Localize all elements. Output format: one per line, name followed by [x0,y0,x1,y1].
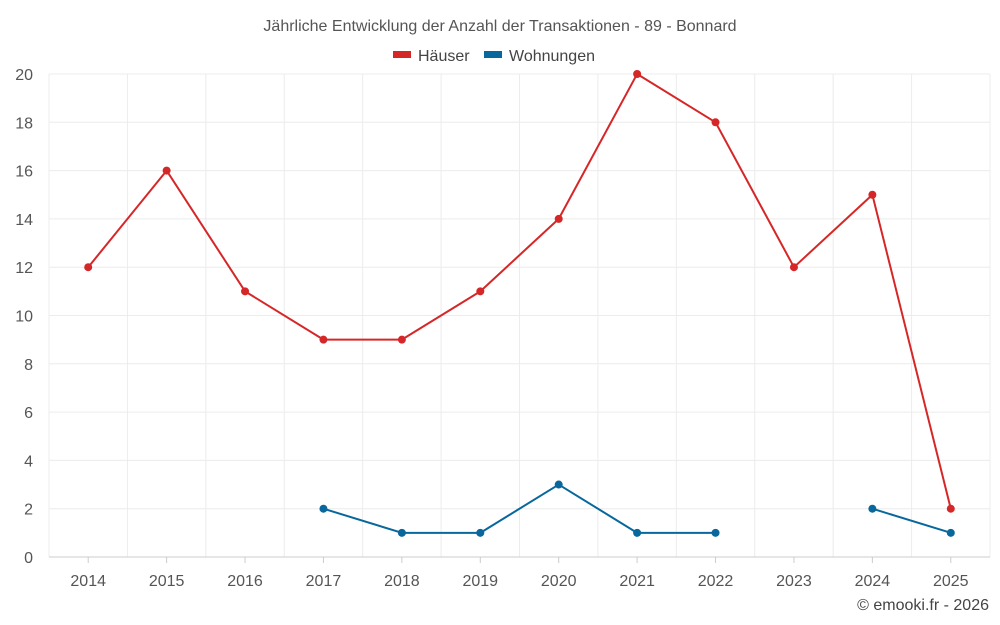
legend[interactable]: Häuser Wohnungen [393,48,595,65]
y-tick-label: 0 [24,550,33,567]
x-tick-label: 2024 [855,573,891,590]
axes: 0 2 4 6 8 10 12 14 16 18 20 2014 2015 2016 2017 2018 201… [15,67,990,590]
x-tick-label: 2016 [227,573,263,590]
x-tick-label: 2019 [462,573,498,590]
legend-swatch-haeuser [393,51,411,58]
y-tick-label: 20 [15,67,33,84]
data-point-haeuser[interactable] [319,335,328,344]
series [84,70,955,537]
x-tick-label: 2017 [306,573,342,590]
data-point-wohnungen[interactable] [554,480,563,489]
x-tick-label: 2022 [698,573,734,590]
y-tick-label: 2 [24,502,33,519]
series-line-wohnungen [323,483,716,534]
x-tick-label: 2025 [933,573,969,590]
data-point-wohnungen[interactable] [397,528,406,537]
data-point-wohnungen[interactable] [319,504,328,513]
series-line-haeuser [87,73,952,509]
x-tick-label: 2020 [541,573,577,590]
data-point-wohnungen[interactable] [476,528,485,537]
credit: © emooki.fr - 2026 [857,597,989,614]
y-tick-label: 10 [15,309,33,326]
data-point-haeuser[interactable] [84,263,93,272]
x-tick-label: 2023 [776,573,812,590]
data-point-wohnungen[interactable] [946,528,955,537]
data-point-wohnungen[interactable] [633,528,642,537]
data-point-haeuser[interactable] [946,504,955,513]
data-point-haeuser[interactable] [162,166,171,175]
y-tick-label: 16 [15,164,33,181]
y-tick-label: 12 [15,260,33,277]
data-point-wohnungen[interactable] [711,528,720,537]
y-tick-label: 14 [15,212,33,229]
data-point-haeuser[interactable] [711,118,720,127]
data-point-haeuser[interactable] [397,335,406,344]
data-point-haeuser[interactable] [554,214,563,223]
legend-swatch-wohnungen [484,51,502,58]
grid [48,73,991,557]
data-point-wohnungen[interactable] [868,504,877,513]
legend-label-wohnungen[interactable]: Wohnungen [509,48,595,65]
y-tick-label: 6 [24,405,33,422]
legend-label-haeuser[interactable]: Häuser [418,48,470,65]
x-tick-label: 2021 [619,573,655,590]
series-line-wohnungen [872,507,952,534]
data-point-haeuser[interactable] [868,190,877,199]
data-point-haeuser[interactable] [789,263,798,272]
y-tick-label: 8 [24,357,33,374]
data-point-haeuser[interactable] [241,287,250,296]
y-tick-label: 18 [15,115,33,132]
data-point-haeuser[interactable] [476,287,485,296]
y-tick-label: 4 [24,453,33,470]
chart-title: Jährliche Entwicklung der Anzahl der Tra… [263,18,736,35]
x-tick-label: 2014 [70,573,106,590]
x-tick-label: 2015 [149,573,185,590]
x-tick-label: 2018 [384,573,420,590]
data-point-haeuser[interactable] [633,70,642,78]
